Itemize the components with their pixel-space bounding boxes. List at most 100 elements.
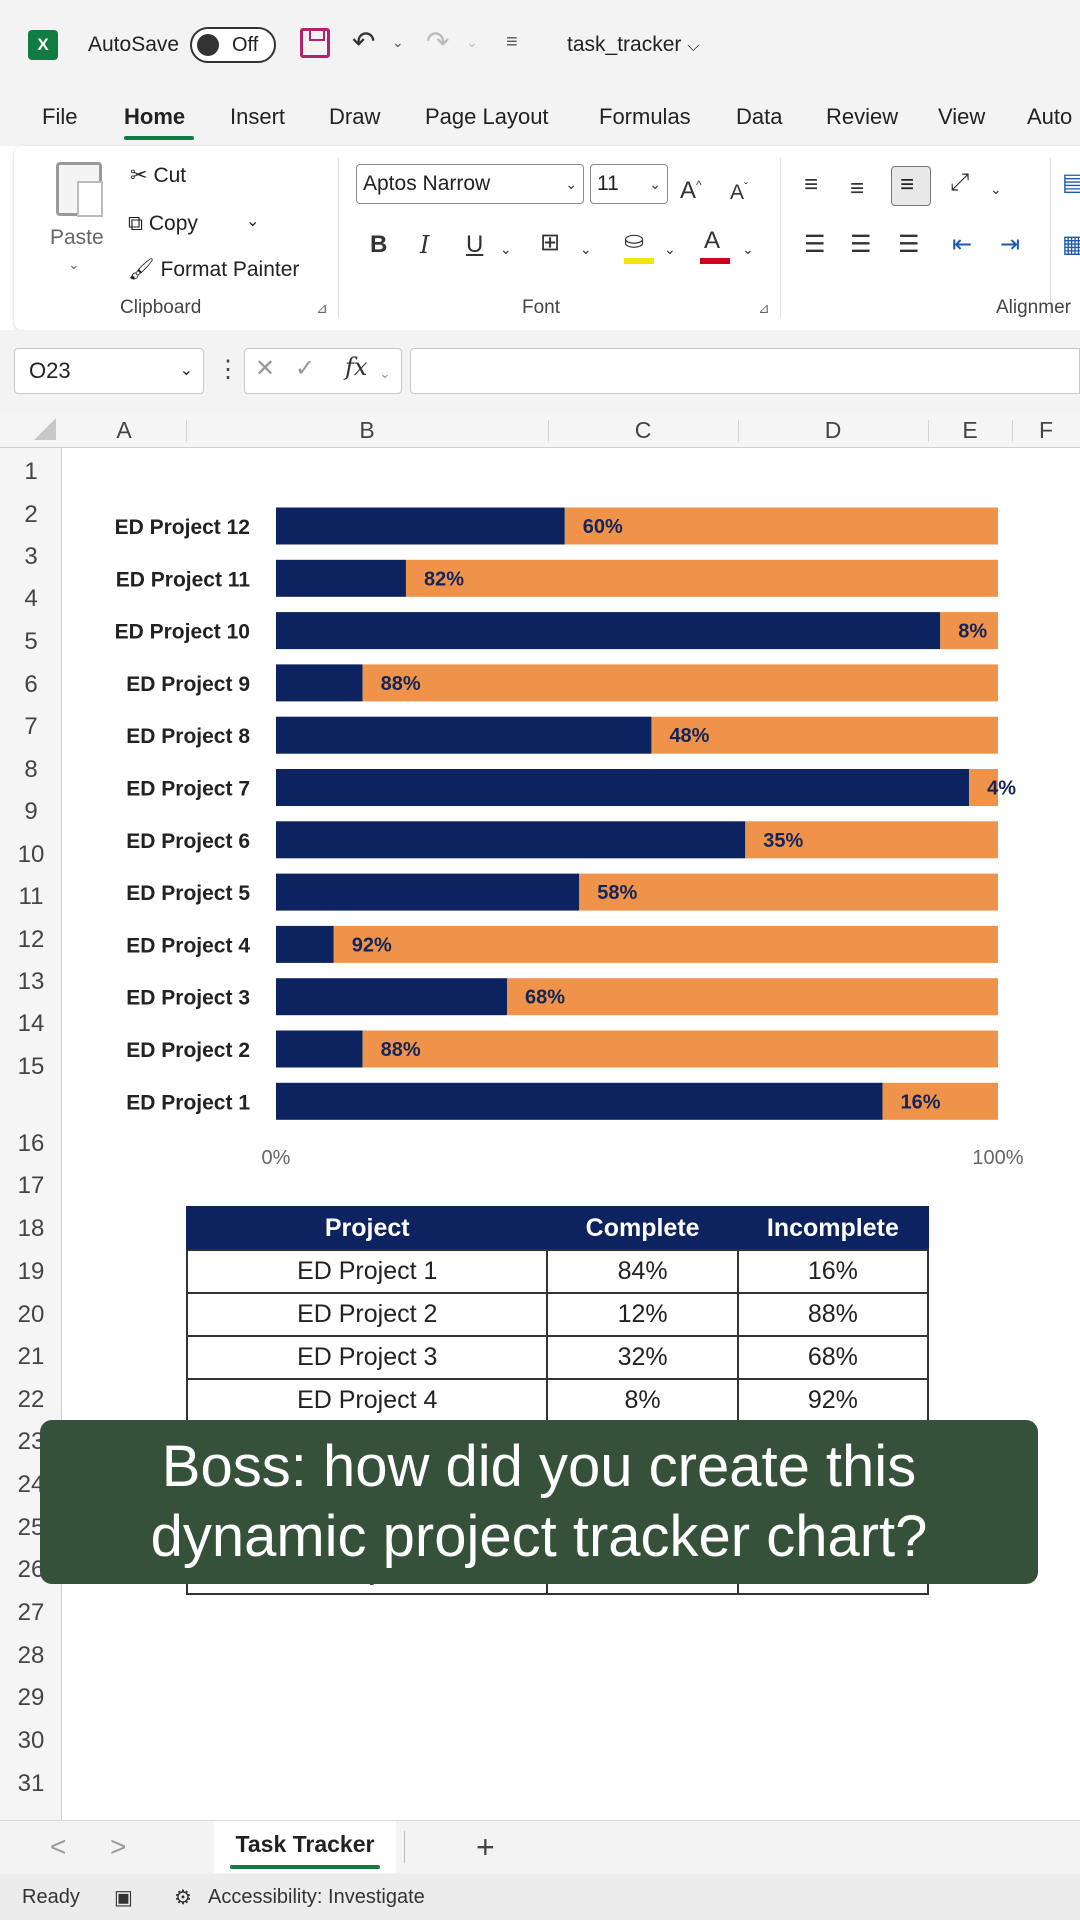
align-middle-icon[interactable]: ≡ [850, 175, 865, 202]
cell-complete[interactable]: 8% [546, 1378, 739, 1423]
bar-incomplete[interactable] [969, 769, 998, 806]
copy-dropdown-icon[interactable]: ⌄ [246, 213, 260, 230]
paste-button[interactable]: Paste [50, 226, 104, 249]
name-box[interactable]: O23 ⌄ [14, 348, 204, 394]
bar-complete[interactable] [276, 559, 406, 597]
bar-complete[interactable] [276, 873, 580, 911]
font-color-dropdown-icon[interactable]: ⌄ [742, 241, 754, 257]
tab-page-layout[interactable]: Page Layout [425, 104, 549, 129]
bold-button[interactable]: B [370, 231, 388, 258]
row-20[interactable]: 20 [17, 1301, 45, 1328]
bar-incomplete[interactable] [579, 873, 998, 911]
bar-incomplete[interactable] [333, 925, 998, 963]
row-22[interactable]: 22 [17, 1386, 45, 1413]
bar-complete[interactable] [276, 769, 970, 806]
decrease-indent-icon[interactable]: ⇤ [952, 231, 973, 258]
row-28[interactable]: 28 [17, 1642, 45, 1669]
decrease-font-icon[interactable]: Aˇ [730, 180, 749, 204]
borders-dropdown-icon[interactable]: ⌄ [580, 241, 592, 257]
column-d[interactable]: D [824, 417, 842, 443]
select-all-icon[interactable] [34, 418, 56, 440]
copy-button[interactable]: ⧉ Copy [128, 210, 198, 238]
row-9[interactable]: 9 [24, 798, 38, 825]
cell-project[interactable]: ED Project 4 [185, 1378, 549, 1423]
column-c[interactable]: C [634, 417, 652, 443]
undo-dropdown-icon[interactable]: ⌄ [392, 34, 404, 50]
borders-icon[interactable]: ⊞ [540, 229, 561, 256]
file-name-dropdown[interactable]: task_tracker ⌵ [567, 30, 699, 62]
bar-incomplete[interactable] [507, 978, 998, 1016]
macro-record-icon[interactable]: ▣ [114, 1887, 133, 1909]
bar-complete[interactable] [276, 716, 652, 754]
bar-complete[interactable] [276, 821, 746, 859]
save-icon[interactable] [300, 28, 330, 58]
bar-complete[interactable] [276, 507, 565, 545]
header-complete[interactable]: Complete [546, 1206, 739, 1251]
bar-complete[interactable] [276, 612, 941, 650]
font-color-button[interactable]: A [704, 227, 721, 254]
row-21[interactable]: 21 [17, 1343, 45, 1370]
accessibility-icon[interactable]: ⚙ [174, 1887, 192, 1909]
cell-incomplete[interactable]: 88% [736, 1292, 930, 1337]
row-26[interactable]: 26 [17, 1556, 45, 1583]
cut-button[interactable]: ✂ Cut [130, 162, 186, 190]
row-5[interactable]: 5 [24, 628, 38, 655]
bar-incomplete[interactable] [564, 507, 998, 545]
bar-incomplete[interactable] [651, 716, 998, 754]
project-progress-chart[interactable]: ED Project 12 60% ED Project 11 82% ED Proje… [62, 448, 1080, 1188]
row-2[interactable]: 2 [24, 501, 38, 528]
row-18[interactable]: 18 [17, 1215, 45, 1242]
row-1[interactable]: 1 [24, 458, 38, 485]
tab-view[interactable]: View [938, 104, 986, 129]
row-6[interactable]: 6 [24, 671, 38, 698]
accessibility-status[interactable]: Accessibility: Investigate [208, 1886, 425, 1908]
cell-complete[interactable]: 12% [546, 1292, 739, 1337]
format-painter-button[interactable]: 🖌 Format Painter [128, 256, 299, 284]
row-27[interactable]: 27 [17, 1599, 45, 1626]
bar-incomplete[interactable] [405, 559, 999, 597]
row-8[interactable]: 8 [24, 756, 38, 783]
row-7[interactable]: 7 [24, 713, 38, 740]
bar-complete[interactable] [276, 664, 363, 702]
underline-button[interactable]: U [466, 231, 484, 258]
header-project[interactable]: Project [185, 1206, 549, 1251]
row-30[interactable]: 30 [17, 1727, 45, 1754]
sheet-tab-task-tracker[interactable]: Task Tracker [214, 1821, 396, 1873]
fill-dropdown-icon[interactable]: ⌄ [664, 241, 676, 257]
header-incomplete[interactable]: Incomplete [736, 1206, 930, 1251]
wrap-text-icon[interactable]: ▤ [1062, 169, 1080, 196]
row-11[interactable]: 11 [18, 883, 44, 910]
tab-data[interactable]: Data [736, 104, 783, 129]
clipboard-launcher-icon[interactable]: ⊿ [316, 300, 328, 316]
column-f[interactable]: F [1038, 417, 1054, 443]
italic-button[interactable]: I [420, 231, 430, 259]
autosave-toggle[interactable]: Off [190, 27, 276, 63]
row-17[interactable]: 17 [17, 1172, 45, 1199]
align-bottom-button[interactable]: ≡ [891, 166, 931, 206]
row-4[interactable]: 4 [24, 585, 38, 612]
row-19[interactable]: 19 [17, 1258, 45, 1285]
cancel-icon[interactable]: ✕ [255, 355, 276, 382]
paste-dropdown-icon[interactable]: ⌄ [68, 256, 80, 272]
row-24[interactable]: 24 [17, 1471, 45, 1498]
tab-formulas[interactable]: Formulas [599, 104, 691, 129]
tab-draw[interactable]: Draw [329, 104, 381, 129]
merge-icon[interactable]: ▦ [1062, 231, 1080, 258]
tab-insert[interactable]: Insert [230, 104, 286, 129]
bar-incomplete[interactable] [362, 1030, 998, 1068]
paste-icon[interactable] [56, 162, 103, 217]
row-3[interactable]: 3 [24, 543, 38, 570]
row-15[interactable]: 15 [17, 1053, 45, 1080]
increase-font-icon[interactable]: A^ [680, 177, 702, 204]
cell-incomplete[interactable]: 92% [736, 1378, 930, 1423]
column-b[interactable]: B [359, 417, 375, 443]
redo-icon[interactable]: ↷ [426, 26, 450, 57]
cell-project[interactable]: ED Project 3 [185, 1335, 549, 1380]
row-23[interactable]: 23 [17, 1428, 45, 1455]
row-25[interactable]: 25 [17, 1514, 45, 1541]
cell-incomplete[interactable]: 68% [736, 1335, 930, 1380]
increase-indent-icon[interactable]: ⇥ [1000, 231, 1021, 258]
fill-color-icon[interactable]: ⛀ [624, 227, 645, 254]
add-sheet-button[interactable]: + [476, 1829, 495, 1865]
bar-complete[interactable] [276, 978, 508, 1016]
